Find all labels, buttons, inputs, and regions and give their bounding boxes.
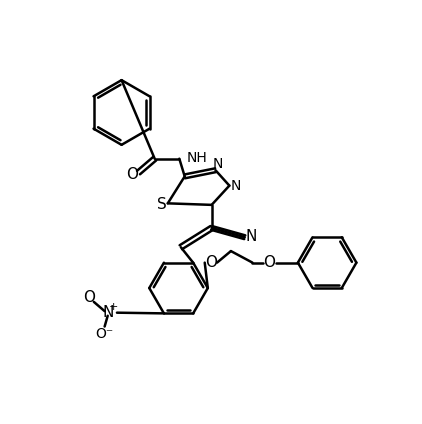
Text: N: N bbox=[230, 179, 241, 193]
Text: N: N bbox=[213, 157, 223, 171]
Text: O: O bbox=[126, 167, 138, 181]
Text: O: O bbox=[83, 290, 95, 305]
Text: S: S bbox=[157, 198, 167, 212]
Text: +: + bbox=[109, 302, 119, 312]
Text: O: O bbox=[263, 255, 276, 270]
Text: O: O bbox=[205, 255, 217, 270]
Text: N: N bbox=[102, 305, 114, 320]
Text: NH: NH bbox=[187, 151, 208, 165]
Text: O⁻: O⁻ bbox=[95, 327, 114, 341]
Text: N: N bbox=[245, 229, 257, 244]
